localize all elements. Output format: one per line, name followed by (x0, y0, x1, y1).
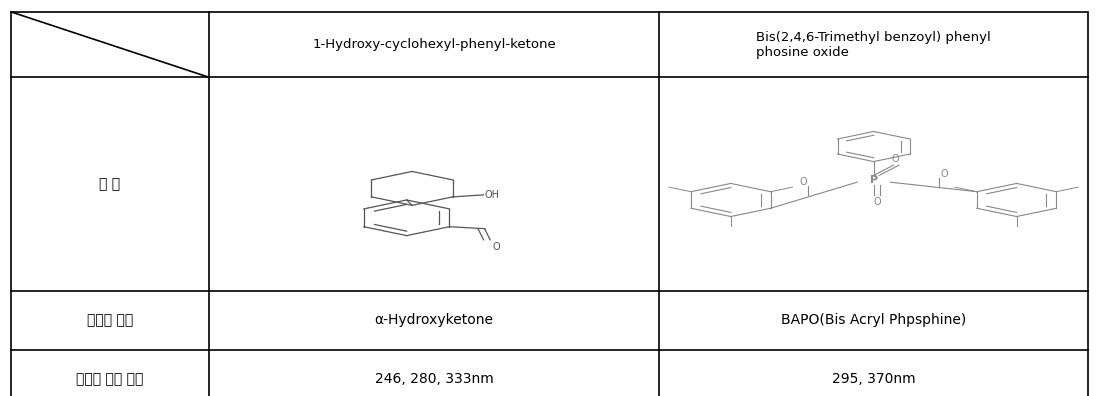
Text: 라디칼 형성 파장: 라디칼 형성 파장 (76, 372, 144, 386)
Text: 1-Hydroxy-cyclohexyl-phenyl-ketone: 1-Hydroxy-cyclohexyl-phenyl-ketone (312, 38, 556, 51)
Text: α-Hydroxyketone: α-Hydroxyketone (375, 313, 493, 327)
Text: O: O (892, 154, 899, 164)
Text: 구 조: 구 조 (99, 177, 121, 191)
Text: 295, 370nm: 295, 370nm (832, 372, 915, 386)
Text: O: O (492, 242, 500, 252)
Text: OH: OH (485, 190, 500, 200)
Text: P: P (869, 175, 878, 185)
Text: Bis(2,4,6-Trimethyl benzoyl) phenyl
phosine oxide: Bis(2,4,6-Trimethyl benzoyl) phenyl phos… (756, 30, 991, 59)
Text: 246, 280, 333nm: 246, 280, 333nm (375, 372, 493, 386)
Text: 촉매제 타입: 촉매제 타입 (87, 313, 133, 327)
Text: O: O (941, 169, 948, 179)
Text: O: O (799, 177, 807, 187)
Text: BAPO(Bis Acryl Phpsphine): BAPO(Bis Acryl Phpsphine) (781, 313, 966, 327)
Text: O: O (874, 197, 880, 207)
